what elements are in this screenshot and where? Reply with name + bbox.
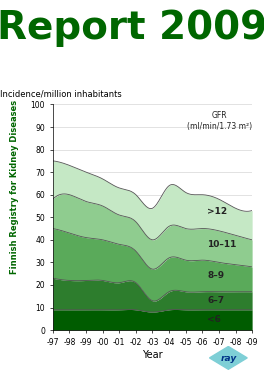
Text: 8–9: 8–9 <box>207 272 224 280</box>
Text: ray: ray <box>220 354 237 363</box>
Text: 10–11: 10–11 <box>207 240 237 249</box>
Text: 6–7: 6–7 <box>207 296 224 305</box>
Text: >12: >12 <box>207 207 227 216</box>
Text: Incidence/million inhabitants: Incidence/million inhabitants <box>0 90 122 99</box>
Polygon shape <box>210 347 247 369</box>
Text: Report 2009: Report 2009 <box>0 9 264 47</box>
X-axis label: Year: Year <box>142 350 163 360</box>
Text: Finnish Registry for Kidney Diseases: Finnish Registry for Kidney Diseases <box>10 100 19 273</box>
Text: GFR
(ml/min/1.73 m²): GFR (ml/min/1.73 m²) <box>187 111 252 131</box>
Text: <6: <6 <box>207 316 221 325</box>
